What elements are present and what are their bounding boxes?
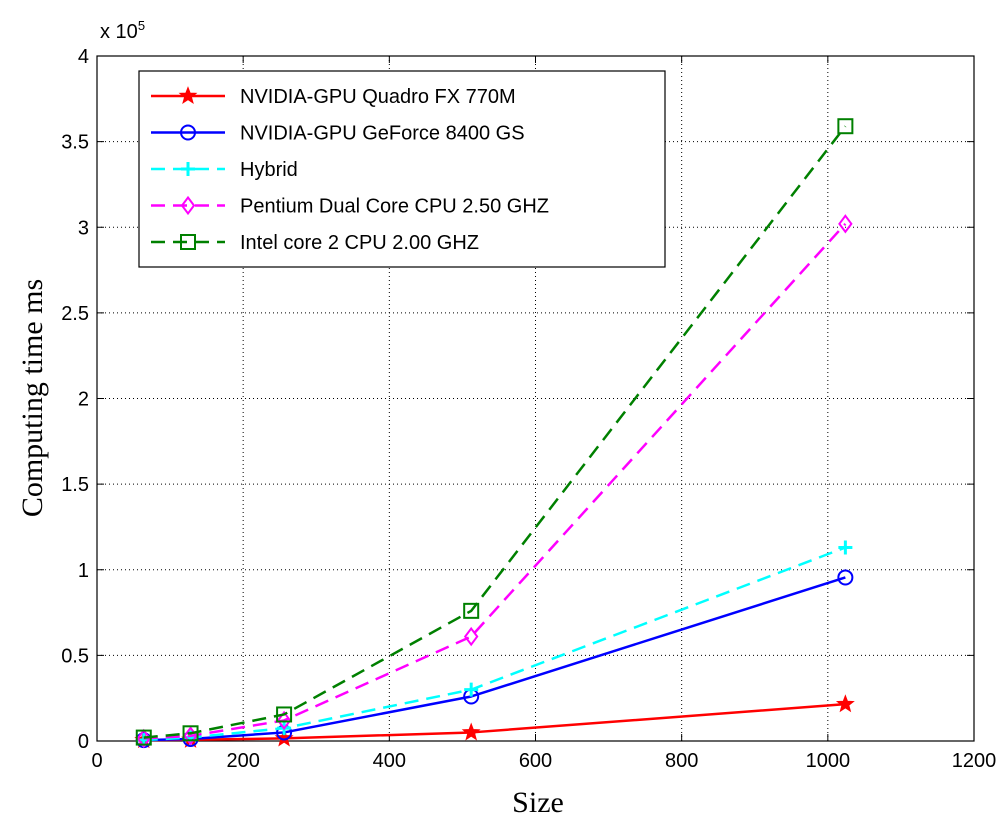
y-tick-label: 0.5 — [61, 645, 89, 667]
axis-ticks: 0 200 400 600 800 1000 1200 0 0.5 1 1.5 2 2.5 3 3.5 4 — [61, 46, 996, 772]
legend-item-1: NVIDIA-GPU Quadro FX 770M — [151, 86, 516, 108]
y-tick-label: 3.5 — [61, 132, 89, 154]
marker-star — [835, 694, 855, 713]
y-tick-label: 4 — [78, 46, 89, 68]
x-tick-label: 1000 — [806, 750, 851, 772]
marker-diamond — [276, 710, 292, 731]
marker-star — [461, 722, 481, 741]
marker-diamond — [136, 728, 152, 749]
y-axis-label: Computing time ms — [16, 279, 49, 517]
y-exponent-label: x 105 — [100, 18, 145, 43]
legend-item-4: Pentium Dual Core CPU 2.50 GHZ — [151, 196, 549, 218]
y-tick-label: 2.5 — [61, 303, 89, 325]
legend-label: NVIDIA-GPU Quadro FX 770M — [240, 86, 516, 108]
x-tick-label: 400 — [373, 750, 406, 772]
series-group — [134, 118, 855, 749]
marker-plus — [838, 540, 853, 555]
y-tick-label: 0 — [78, 731, 89, 753]
legend-box — [138, 70, 666, 268]
marker-square — [837, 118, 854, 135]
x-tick-label: 600 — [519, 750, 552, 772]
marker-square — [276, 706, 293, 723]
series-5 — [135, 118, 854, 746]
marker-diamond — [180, 195, 196, 216]
legend-item-3: Hybrid — [151, 159, 298, 181]
series-line — [143, 125, 847, 739]
marker-diamond — [838, 214, 853, 234]
legend-label: Intel core 2 CPU 2.00 GHZ — [240, 232, 479, 254]
y-exponent-power: 5 — [138, 18, 145, 33]
x-axis-label: Size — [512, 786, 564, 819]
marker-square — [180, 234, 196, 250]
marker-square — [135, 729, 152, 746]
marker-plus — [464, 682, 479, 697]
marker-circle — [180, 124, 196, 141]
y-tick-label: 3 — [78, 217, 89, 239]
legend-label: Pentium Dual Core CPU 2.50 GHZ — [240, 196, 549, 218]
x-tick-label: 0 — [91, 750, 102, 772]
marker-square — [182, 725, 199, 742]
marker-star — [178, 86, 198, 105]
marker-diamond — [463, 626, 479, 647]
series-line — [143, 222, 847, 740]
legend-item-2: NVIDIA-GPU GeForce 8400 GS — [151, 123, 525, 145]
marker-plus — [181, 162, 195, 176]
y-tick-label: 1 — [78, 560, 89, 582]
marker-circle — [837, 569, 854, 586]
legend-item-5: Intel core 2 CPU 2.00 GHZ — [151, 232, 479, 254]
marker-square — [463, 602, 480, 619]
legend-label: NVIDIA-GPU GeForce 8400 GS — [240, 123, 525, 145]
legend: NVIDIA-GPU Quadro FX 770M NVIDIA-GPU GeFo… — [138, 70, 666, 268]
x-tick-label: 800 — [665, 750, 698, 772]
y-tick-label: 1.5 — [61, 474, 89, 496]
x-tick-label: 200 — [226, 750, 259, 772]
legend-label: Hybrid — [240, 159, 298, 181]
y-exponent-base: x 10 — [100, 21, 138, 43]
x-tick-label: 1200 — [952, 750, 997, 772]
y-tick-label: 2 — [78, 389, 89, 411]
